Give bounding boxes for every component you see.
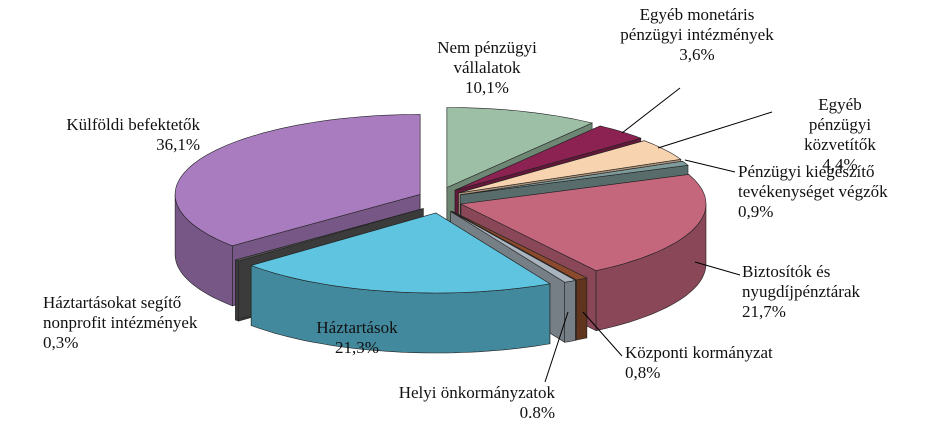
slice-top xyxy=(450,211,577,283)
slice-top xyxy=(250,212,551,294)
slice-top xyxy=(446,107,594,188)
slice-side xyxy=(564,280,576,343)
slice-label: Külföldi befektetők 36,1% xyxy=(66,115,200,155)
value-label: 21,3% xyxy=(335,338,379,357)
value-label: 3,6% xyxy=(679,45,715,64)
leader-line xyxy=(582,311,623,357)
slice-label: Egyéb pénzügyi közvetítők 4,4% xyxy=(795,95,886,175)
slice-top xyxy=(454,125,642,191)
category-label: Helyi önkormányzatok xyxy=(398,383,555,402)
leader-line xyxy=(694,261,741,276)
slice-top xyxy=(458,140,682,194)
category-label: Háztartások xyxy=(316,318,398,337)
slice-side xyxy=(235,259,239,322)
slice-label: Biztosítók és nyugdíjpénztárak 21,7% xyxy=(742,262,860,322)
category-label: Nem pénzügyi vállalatok xyxy=(437,38,537,77)
slice-label: Háztartásokat segítő nonprofit intézmény… xyxy=(43,293,197,353)
leader-line xyxy=(621,87,681,134)
value-label: 4,4% xyxy=(822,155,858,174)
slice-label: Központi kormányzat 0,8% xyxy=(625,343,773,383)
slice-side xyxy=(576,277,588,341)
value-label: 10,1% xyxy=(465,78,509,97)
category-label: Pénzügyi kiegészítő tevékenységet végzők xyxy=(738,162,888,201)
category-label: Egyéb pénzügyi közvetítők xyxy=(804,95,876,154)
slice-top xyxy=(234,208,424,262)
value-label: 36,1% xyxy=(156,135,200,154)
slice-top xyxy=(451,210,588,281)
category-label: Külföldi befektetők xyxy=(66,115,200,134)
slice-label: Egyéb monetáris pénzügyi intézmények 3,6% xyxy=(620,5,773,65)
category-label: Központi kormányzat xyxy=(625,343,773,362)
value-label: 0,9% xyxy=(738,202,774,221)
value-label: 21,7% xyxy=(742,302,786,321)
slice-label: Pénzügyi kiegészítő tevékenységet végzők… xyxy=(738,162,888,222)
slice-label: Nem pénzügyi vállalatok 10,1% xyxy=(437,38,537,98)
leader-line xyxy=(684,159,736,173)
slice-top xyxy=(460,160,689,196)
slice-label: Helyi önkormányzatok 0.8% xyxy=(399,383,555,423)
leader-line xyxy=(657,111,773,149)
category-label: Háztartásokat segítő nonprofit intézmény… xyxy=(43,293,198,332)
slice-top xyxy=(459,174,707,272)
leader-line xyxy=(544,311,569,383)
category-label: Biztosítók és nyugdíjpénztárak xyxy=(742,262,861,301)
slice-top xyxy=(174,114,421,247)
value-label: 0,8% xyxy=(625,363,661,382)
value-label: 0.8% xyxy=(519,403,555,422)
value-label: 0,3% xyxy=(43,333,79,352)
category-label: Egyéb monetáris pénzügyi intézmények xyxy=(620,5,774,44)
slice xyxy=(250,212,551,354)
slice-label: Háztartások 21,3% xyxy=(316,318,397,358)
